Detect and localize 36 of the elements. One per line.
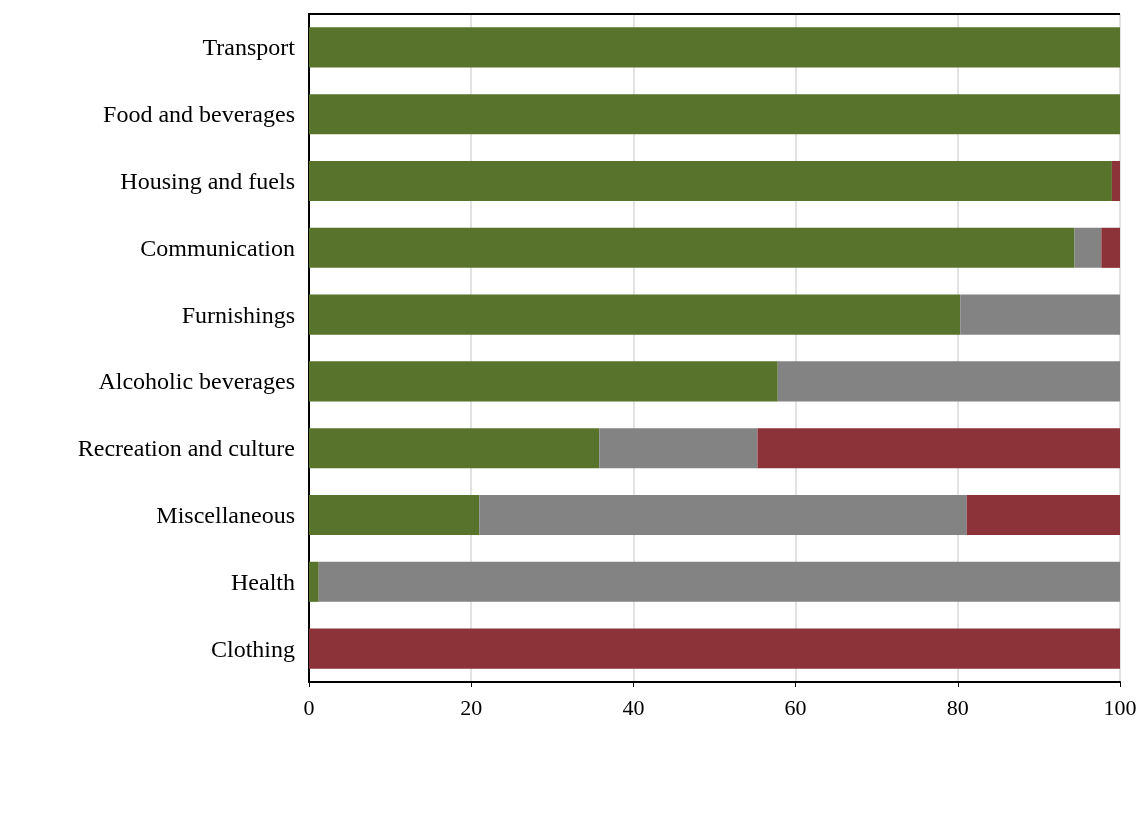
x-tick-label: 80 [946,694,969,720]
y-tick-label: Housing and fuels [120,168,295,194]
bar [1111,160,1120,202]
bar [757,428,1120,469]
bar [1101,227,1120,268]
y-tick-label: Clothing [210,635,295,662]
y-tick-label: Communication [140,234,295,261]
x-tick-label: 100 [1103,694,1137,720]
y-tick-label: Furnishings [181,301,295,328]
bar [599,428,758,469]
bar [309,227,1075,268]
bar [318,561,1120,602]
bar [960,294,1120,335]
bar [1074,227,1102,268]
bar [309,561,319,602]
bar [479,494,967,536]
y-tick-label: Food and beverages [103,101,295,128]
bar [309,428,600,469]
bar [966,494,1120,536]
bar [777,361,1120,402]
y-tick-label: Alcoholic beverages [98,368,295,395]
bar [309,160,1112,202]
y-tick-label: Recreation and culture [77,435,295,462]
x-tick-label: 20 [460,694,483,720]
bar [309,361,778,402]
y-tick-label: Health [231,568,295,595]
bar [309,494,480,536]
bar [309,27,1120,68]
bar [309,628,1120,669]
y-tick-label: Transport [202,34,296,61]
bar [309,94,1120,135]
y-tick-label: Miscellaneous [156,502,295,528]
x-tick-label: 0 [303,694,315,720]
bar [309,294,961,335]
x-tick-label: 40 [622,694,645,720]
x-tick-label: 60 [784,694,807,720]
